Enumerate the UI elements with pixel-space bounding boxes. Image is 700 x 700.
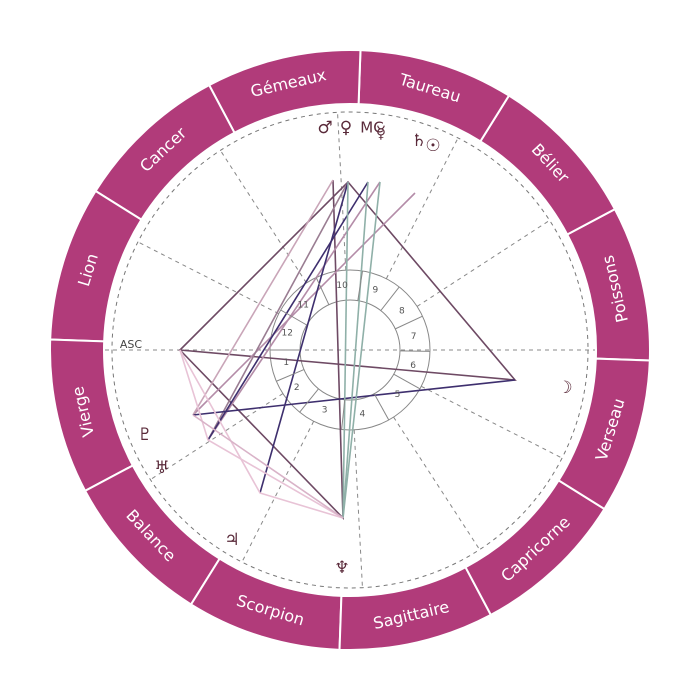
aspect <box>342 181 369 519</box>
house-number: 8 <box>399 306 405 316</box>
house-number: 2 <box>294 383 300 393</box>
planet-glyph: ♆ <box>334 558 349 578</box>
planet-glyph: ♀ <box>340 118 352 138</box>
house-number: 10 <box>336 281 348 291</box>
house-dash <box>137 241 279 315</box>
house-number: 12 <box>281 329 292 339</box>
aspect <box>259 181 349 494</box>
aspect <box>179 349 344 519</box>
planet-glyph: ♄ <box>411 131 426 151</box>
house-cusp <box>357 270 364 301</box>
planet-glyph: ♇ <box>137 425 152 445</box>
house-dash <box>241 421 315 563</box>
house-number: 3 <box>322 405 328 415</box>
planet-glyph: ☿ <box>376 123 386 143</box>
house-number: 4 <box>360 409 366 419</box>
planet-glyph: ☉ <box>425 136 440 156</box>
house-dash <box>337 112 347 271</box>
house-lines <box>137 112 563 588</box>
house-number: 7 <box>411 332 417 342</box>
planets: ♂ ♀ ☿ ♄☉ ☽ ♆ ♃ ♅♇ <box>137 118 572 578</box>
house-cusp <box>393 373 421 390</box>
planet-glyph: ☽ <box>557 378 572 398</box>
aspect <box>207 181 369 441</box>
house-dash <box>416 219 550 307</box>
house-cusp <box>373 393 390 421</box>
planet-glyph: ♅ <box>154 458 169 478</box>
planet-glyph: ♂ <box>317 118 332 138</box>
aspect <box>179 349 344 519</box>
asc-label: ASC <box>120 338 143 351</box>
planet-glyph: ♃ <box>224 530 239 550</box>
aspect <box>192 379 516 416</box>
house-dash <box>385 137 459 279</box>
house-dash <box>353 429 363 588</box>
aspect <box>192 179 334 416</box>
house-cusp <box>299 388 319 413</box>
aspect <box>342 181 349 519</box>
aspect <box>192 192 416 416</box>
aspect <box>207 181 349 441</box>
aspect-lines <box>178 179 517 521</box>
aspect <box>207 181 381 441</box>
house-number: 11 <box>298 300 309 310</box>
aspect <box>342 181 381 519</box>
aspect <box>192 414 344 519</box>
zodiac-ring: PoissonsBélierTaureauGémeauxCancerLionVi… <box>49 49 651 651</box>
aspect <box>179 179 344 521</box>
house-number: 6 <box>410 361 416 371</box>
house-cusp <box>380 286 400 311</box>
house-cusp <box>395 315 423 330</box>
house-number: 9 <box>373 286 379 296</box>
house-dash <box>393 416 481 550</box>
sign-segment <box>557 357 651 511</box>
house-number: 1 <box>283 358 289 368</box>
aspect <box>178 180 517 381</box>
house-cusp <box>280 309 307 326</box>
house-cusp <box>315 277 330 305</box>
house-dash <box>219 150 307 284</box>
house-number: 5 <box>395 390 401 400</box>
house-cusp <box>399 350 430 352</box>
house-cusp <box>276 369 305 382</box>
house-cusp <box>341 399 346 430</box>
mc-label: MC <box>360 119 383 137</box>
house-dash <box>421 385 563 459</box>
